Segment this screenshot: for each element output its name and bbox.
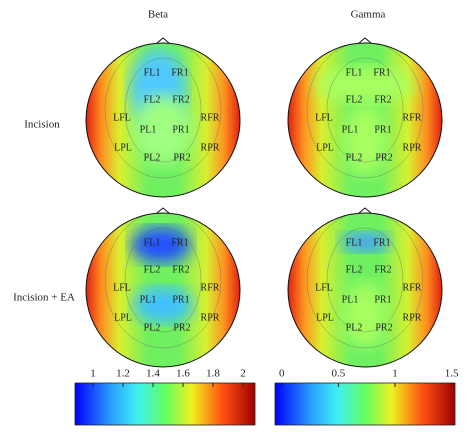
topomap: FL1 FR1 FL2 FR2 LFL RFR PL1 PR1 LPL RPR PL2 PR2 (287, 207, 443, 368)
electrode-label: FL2 (144, 94, 161, 105)
electrode-label: PL2 (346, 152, 363, 163)
electrode-label: PL1 (140, 294, 157, 305)
electrode-label: FR1 (373, 67, 390, 78)
electrode-label: PL2 (144, 322, 161, 333)
map-fill (86, 43, 240, 197)
tick-label: 0 (279, 368, 285, 380)
electrode-label: FR2 (374, 264, 391, 275)
electrode-label: FR2 (172, 94, 189, 105)
electrode-label: FL1 (346, 237, 363, 248)
nose (358, 207, 372, 214)
electrode-label: FL2 (346, 264, 363, 275)
electrode-label: RPR (403, 142, 422, 153)
nose (156, 207, 170, 214)
electrode-label: PL2 (346, 322, 363, 333)
electrode-label: FL2 (144, 264, 161, 275)
electrode-label: RFR (201, 112, 220, 123)
electrode-label: LFL (315, 112, 333, 123)
electrode-label: FR1 (373, 237, 390, 248)
tick-label: 1.4 (146, 368, 160, 380)
head-outline (85, 212, 241, 368)
map-fill (86, 213, 240, 367)
contour (326, 57, 404, 163)
tick-label: 1 (90, 368, 96, 380)
electrode-label: FR2 (172, 264, 189, 275)
electrode-label: PR2 (173, 322, 190, 333)
map-region (131, 227, 191, 263)
electrode-label: PR1 (172, 124, 189, 135)
electrode-label: LPL (316, 142, 334, 153)
topomap: FL1 FR1 FL2 FR2 LFL RFR PL1 PR1 LPL RPR PL2 PR2 (85, 207, 241, 368)
colorbar (74, 382, 256, 426)
electrode-label: LPL (114, 312, 132, 323)
electrode-label: RPR (201, 312, 220, 323)
head-outline (85, 42, 241, 198)
tick-label: 0.5 (332, 368, 346, 380)
colorbar (274, 382, 456, 426)
electrode-label: PR2 (173, 152, 190, 163)
topomap: FL1 FR1 FL2 FR2 LFL RFR PL1 PR1 LPL RPR PL2 PR2 (287, 37, 443, 198)
electrode-label: LPL (316, 312, 334, 323)
electrode-label: FL1 (346, 67, 363, 78)
contour (306, 43, 424, 179)
column-title: Gamma (351, 9, 386, 21)
electrode-label: LPL (114, 142, 132, 153)
electrode-label: PR2 (375, 152, 392, 163)
electrode-label: LFL (113, 112, 131, 123)
row-title: Incision + EA (13, 292, 75, 304)
contour (124, 227, 202, 333)
electrode-label: PL1 (342, 124, 359, 135)
contour (104, 213, 222, 349)
electrode-label: PR1 (172, 294, 189, 305)
map-region (340, 232, 390, 252)
map-region (133, 287, 193, 323)
electrode-label: RPR (403, 312, 422, 323)
topomap: FL1 FR1 FL2 FR2 LFL RFR PL1 PR1 LPL RPR PL2 PR2 (85, 37, 241, 198)
electrode-label: RFR (403, 112, 422, 123)
tick-label: 1.5 (445, 368, 459, 380)
tick-label: 1.6 (176, 368, 190, 380)
map-fill (288, 213, 442, 367)
map-fill (288, 43, 442, 197)
electrode-label: PR1 (374, 124, 391, 135)
tick-label: 1.8 (206, 368, 220, 380)
electrode-label: FR1 (171, 67, 188, 78)
contour (124, 57, 202, 163)
electrode-label: FL1 (144, 67, 161, 78)
contour (326, 227, 404, 333)
electrode-label: RPR (201, 142, 220, 153)
tick-label: 1.2 (116, 368, 130, 380)
electrode-label: PR2 (375, 322, 392, 333)
nose (358, 37, 372, 44)
electrode-label: LFL (315, 282, 333, 293)
colorbars: 1 1.2 1.4 1.6 1.8 2 0 0.5 1 1.5 (74, 368, 459, 426)
contour (104, 43, 222, 179)
map-region (133, 95, 193, 165)
head-outline (287, 212, 443, 368)
electrode-label: PL2 (144, 152, 161, 163)
electrode-label: PL1 (140, 124, 157, 135)
map-region (315, 67, 415, 103)
electrode-label: LFL (113, 282, 131, 293)
tick-label: 1 (392, 368, 398, 380)
electrode-label: PR1 (374, 294, 391, 305)
electrode-label: FL1 (144, 237, 161, 248)
column-title: Beta (148, 9, 168, 21)
nose (156, 37, 170, 44)
map-region (343, 105, 387, 175)
electrode-label: RFR (201, 282, 220, 293)
head-outline (287, 42, 443, 198)
map-region (343, 283, 387, 347)
electrode-label: FR1 (171, 237, 188, 248)
electrode-label: FL2 (346, 94, 363, 105)
electrode-label: FR2 (374, 94, 391, 105)
tick-label: 2 (240, 368, 246, 380)
row-title: Incision (24, 119, 60, 131)
electrode-label: RFR (403, 282, 422, 293)
electrode-label: PL1 (342, 294, 359, 305)
contour (306, 213, 424, 349)
